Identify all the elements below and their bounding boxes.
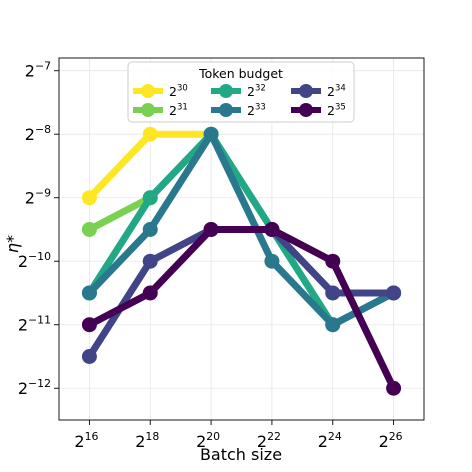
legend-item: 234 <box>291 83 346 99</box>
legend-label: 233 <box>247 102 266 118</box>
legend-item: 231 <box>133 102 188 118</box>
legend-item: 233 <box>211 102 266 118</box>
x-tick-label: 218 <box>135 430 159 451</box>
x-tick-label: 216 <box>74 430 98 451</box>
y-tick-label: 2−9 <box>25 187 51 208</box>
data-point <box>325 253 341 269</box>
series-layer <box>81 126 402 396</box>
legend-swatch-marker <box>299 84 313 98</box>
y-axis-label: η* <box>3 235 22 253</box>
data-point <box>81 285 97 301</box>
legend-title: Token budget <box>198 66 283 81</box>
legend-item: 232 <box>211 83 266 99</box>
x-tick-label: 220 <box>196 430 220 451</box>
legend-label: 232 <box>247 83 266 99</box>
data-point <box>264 221 280 237</box>
y-tick-label: 2−11 <box>18 314 51 335</box>
data-point <box>81 348 97 364</box>
legend-item: 230 <box>133 83 188 99</box>
legend-swatch-marker <box>299 103 313 117</box>
x-tick-label: 226 <box>379 430 403 451</box>
y-tick-label: 2−7 <box>25 60 51 81</box>
legend-item: 235 <box>291 102 346 118</box>
data-point <box>203 126 219 142</box>
series-line <box>85 130 398 329</box>
data-point <box>142 253 158 269</box>
data-point <box>142 126 158 142</box>
plot-area <box>58 57 425 421</box>
series-6 <box>81 221 402 396</box>
legend-label: 234 <box>327 83 346 99</box>
legend-swatch-marker <box>141 103 155 117</box>
legend-swatch-marker <box>219 84 233 98</box>
x-axis-label: Batch size <box>200 445 282 464</box>
data-point <box>264 253 280 269</box>
data-point <box>386 285 402 301</box>
legend-label: 235 <box>327 102 346 118</box>
series-line <box>85 194 154 233</box>
data-point <box>386 380 402 396</box>
legend-label: 230 <box>169 83 188 99</box>
x-axis: 216 218 220 222 224 226 <box>74 420 403 451</box>
data-point <box>81 221 97 237</box>
data-point <box>142 285 158 301</box>
data-point <box>81 190 97 206</box>
x-tick-label: 222 <box>257 430 281 451</box>
y-tick-label: 2−12 <box>18 377 51 398</box>
y-axis: 2−7 2−8 2−9 2−10 2−11 2−12 <box>18 60 59 398</box>
x-tick-label: 224 <box>318 430 342 451</box>
y-tick-label: 2−8 <box>25 123 51 144</box>
data-point <box>325 317 341 333</box>
legend-entries: 230 231 232 233 234 235 <box>133 83 346 118</box>
legend: Token budget 230 231 232 233 234 235 <box>127 61 355 123</box>
data-point <box>142 221 158 237</box>
series-line <box>85 225 398 392</box>
data-point <box>142 190 158 206</box>
legend-swatch-marker <box>141 84 155 98</box>
legend-label: 231 <box>169 102 188 118</box>
data-point <box>81 317 97 333</box>
data-point <box>203 221 219 237</box>
data-point <box>325 285 341 301</box>
legend-swatch-marker <box>219 103 233 117</box>
y-tick-label: 2−10 <box>18 250 51 271</box>
